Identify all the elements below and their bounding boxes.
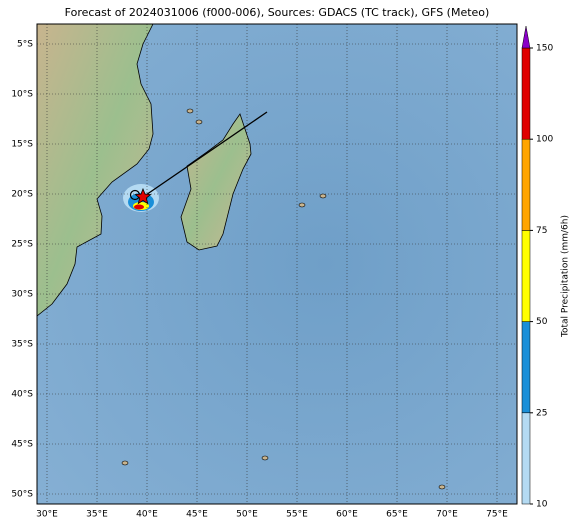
island [438, 484, 446, 490]
island [319, 193, 327, 199]
colorbar-label: Total Precipitation (mm/6h) [561, 215, 571, 338]
lon-label: 65°E [386, 510, 408, 520]
lon-label: 35°E [86, 510, 108, 520]
lat-label: 30°S [11, 290, 33, 300]
lat-label: 45°S [11, 440, 33, 450]
colorbar-segment [521, 230, 531, 322]
lat-label: 10°S [11, 90, 33, 100]
lat-label: 35°S [11, 340, 33, 350]
lon-label: 40°E [136, 510, 158, 520]
lat-label: 15°S [11, 140, 33, 150]
lon-label: 70°E [436, 510, 458, 520]
island [186, 108, 194, 114]
colorbar-tick-label: 150 [536, 44, 553, 54]
island [261, 455, 269, 461]
land-madagascar [180, 113, 252, 251]
island [298, 202, 306, 208]
colorbar-segment [521, 321, 531, 414]
colorbar-segment [521, 412, 531, 505]
island [121, 460, 129, 466]
colorbar-tick-label: 25 [536, 408, 547, 418]
lon-label: 60°E [336, 510, 358, 520]
lat-label: 50°S [11, 490, 33, 500]
lat-label: 40°S [11, 390, 33, 400]
lat-label: 25°S [11, 240, 33, 250]
colorbar-segment [521, 138, 531, 231]
land-africa [37, 24, 154, 317]
map-frame [36, 23, 518, 505]
precip-heavy [134, 204, 144, 210]
lon-label: 50°E [236, 510, 258, 520]
lon-label: 55°E [286, 510, 308, 520]
island [195, 119, 203, 125]
colorbar-tick-label: 100 [536, 135, 553, 145]
tc-track [142, 111, 268, 198]
lon-label: 45°E [186, 510, 208, 520]
map-title: Forecast of 2024031006 (f000-006), Sourc… [65, 6, 490, 19]
map-layer [37, 24, 517, 504]
lat-label: 20°S [11, 190, 33, 200]
colorbar-segment [521, 47, 531, 140]
lat-label: 5°S [17, 40, 33, 50]
colorbar-tick-label: 75 [536, 226, 547, 236]
colorbar-tick-label: 50 [536, 317, 548, 327]
colorbar-extend [521, 25, 531, 49]
lon-label: 30°E [36, 510, 58, 520]
colorbar-tick-label: 10 [536, 500, 548, 510]
tc-current-position [134, 187, 152, 205]
lon-label: 75°E [486, 510, 508, 520]
